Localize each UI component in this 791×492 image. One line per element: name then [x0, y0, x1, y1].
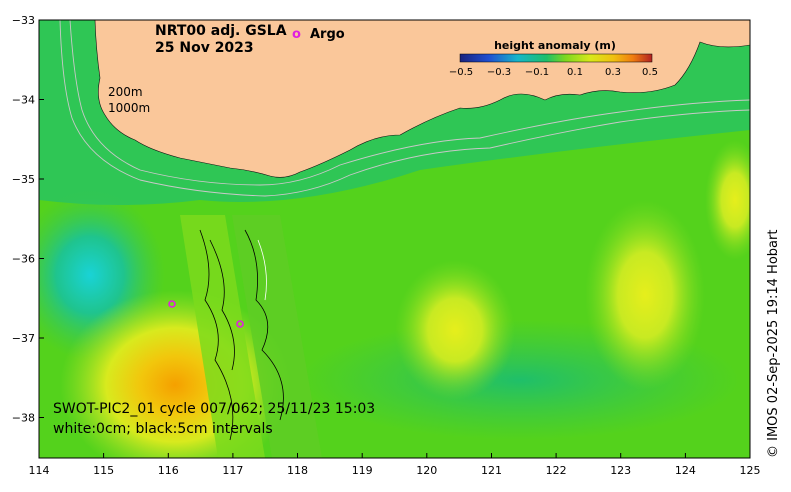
y-tick-label: −35: [12, 173, 35, 186]
y-axis: −33 −34 −35 −36 −37 −38: [12, 14, 44, 425]
x-tick-label: 115: [93, 464, 114, 477]
colorbar-tick: −0.5: [449, 67, 473, 78]
isobath-200m: [69, 20, 750, 186]
plot-frame: [38, 19, 751, 459]
argo-float: [236, 320, 244, 328]
argo-legend-marker: o: [292, 27, 301, 42]
y-tick-label: −38: [12, 412, 35, 425]
swath-contour: [199, 229, 234, 441]
isobath-legend-200: 200m: [108, 85, 143, 99]
swath-info: SWOT-PIC2_01 cycle 007/062; 25/11/23 15:…: [53, 401, 375, 417]
colorbar-scale: [459, 53, 653, 63]
y-tick-label: −33: [12, 14, 35, 27]
colorbar-title: height anomaly (m): [494, 39, 616, 52]
colorbar-tick: 0.5: [642, 67, 658, 78]
x-tick-label: 114: [29, 464, 50, 477]
swath-contour-zero: [257, 239, 267, 301]
contour-info: white:0cm; black:5cm intervals: [53, 421, 273, 437]
map-title: NRT00 adj. GSLA: [155, 23, 287, 39]
colorbar: height anomaly (m) −0.5 −0.3 −0.1 0.1 0.…: [449, 39, 658, 78]
x-tick-label: 120: [416, 464, 437, 477]
x-axis: 114 115 116 117 118 119 120 121 122 123 …: [29, 453, 761, 477]
y-tick-label: −36: [12, 253, 35, 266]
map-date: 25 Nov 2023: [155, 40, 254, 56]
x-tick-label: 123: [610, 464, 631, 477]
colorbar-tick: 0.1: [567, 67, 583, 78]
x-tick-label: 118: [287, 464, 308, 477]
y-tick-label: −34: [12, 94, 35, 107]
y-tick-label: −37: [12, 332, 35, 345]
x-tick-label: 125: [740, 464, 761, 477]
x-tick-label: 122: [546, 464, 567, 477]
credit-text: © IMOS 02-Sep-2025 19:14 Hobart: [766, 229, 781, 458]
warm-eddy-east: [585, 200, 705, 390]
colorbar-tick: −0.1: [525, 67, 549, 78]
argo-float: [168, 300, 176, 308]
isobath-legend-1000: 1000m: [108, 101, 150, 115]
colorbar-tick: 0.3: [605, 67, 621, 78]
swot-swath-left: [180, 215, 265, 458]
argo-legend-label: Argo: [310, 27, 345, 42]
warm-eddy-central: [395, 260, 515, 400]
swath-contour: [244, 229, 284, 421]
x-tick-label: 117: [222, 464, 243, 477]
x-tick-label: 119: [352, 464, 373, 477]
swot-swath-right: [232, 215, 322, 458]
x-tick-label: 116: [158, 464, 179, 477]
colorbar-tick: −0.3: [487, 67, 511, 78]
warm-eddy-edge: [705, 140, 750, 260]
x-tick-label: 124: [675, 464, 696, 477]
x-tick-label: 121: [481, 464, 502, 477]
isobath-1000m: [59, 20, 750, 197]
plot-area: [39, 20, 750, 458]
swath-contour: [209, 239, 235, 371]
